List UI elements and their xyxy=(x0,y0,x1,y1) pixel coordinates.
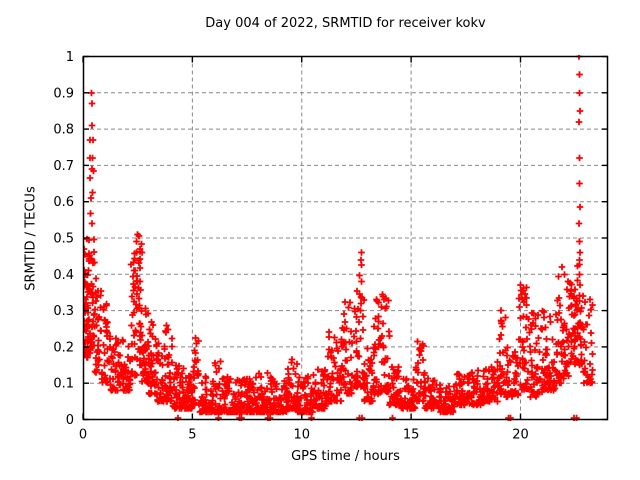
y-tick-label: 0 xyxy=(66,413,74,428)
axis-ticks xyxy=(82,55,608,421)
axis-tick-labels: 00.10.20.30.40.50.60.70.80.910 5 10 15 20 xyxy=(53,50,528,443)
x-tick-label: 20 xyxy=(512,428,529,443)
x-tick-label: 0 xyxy=(79,428,87,443)
y-tick-label: 0.2 xyxy=(53,340,74,355)
y-tick-label: 0.8 xyxy=(53,123,74,138)
x-axis-label: GPS time / hours xyxy=(291,449,400,464)
x-tick-label: 10 xyxy=(293,428,310,443)
y-tick-label: 0.3 xyxy=(53,304,74,319)
y-tick-label: 0.1 xyxy=(53,377,74,392)
y-tick-label: 0.9 xyxy=(53,86,74,101)
scatter-points xyxy=(83,55,596,421)
x-tick-label: 5 xyxy=(188,428,196,443)
y-axis-label: SRMTID / TECUs xyxy=(23,186,39,291)
chart-title: Day 004 of 2022, SRMTID for receiver kok… xyxy=(205,16,486,31)
x-tick-label: 15 xyxy=(403,428,420,443)
y-tick-label: 0.5 xyxy=(53,232,74,247)
scatter-marker-path xyxy=(83,55,596,421)
y-tick-label: 0.4 xyxy=(53,268,74,283)
y-tick-label: 0.7 xyxy=(53,159,74,174)
y-tick-label: 0.6 xyxy=(53,195,74,210)
y-tick-label: 1 xyxy=(66,50,74,65)
